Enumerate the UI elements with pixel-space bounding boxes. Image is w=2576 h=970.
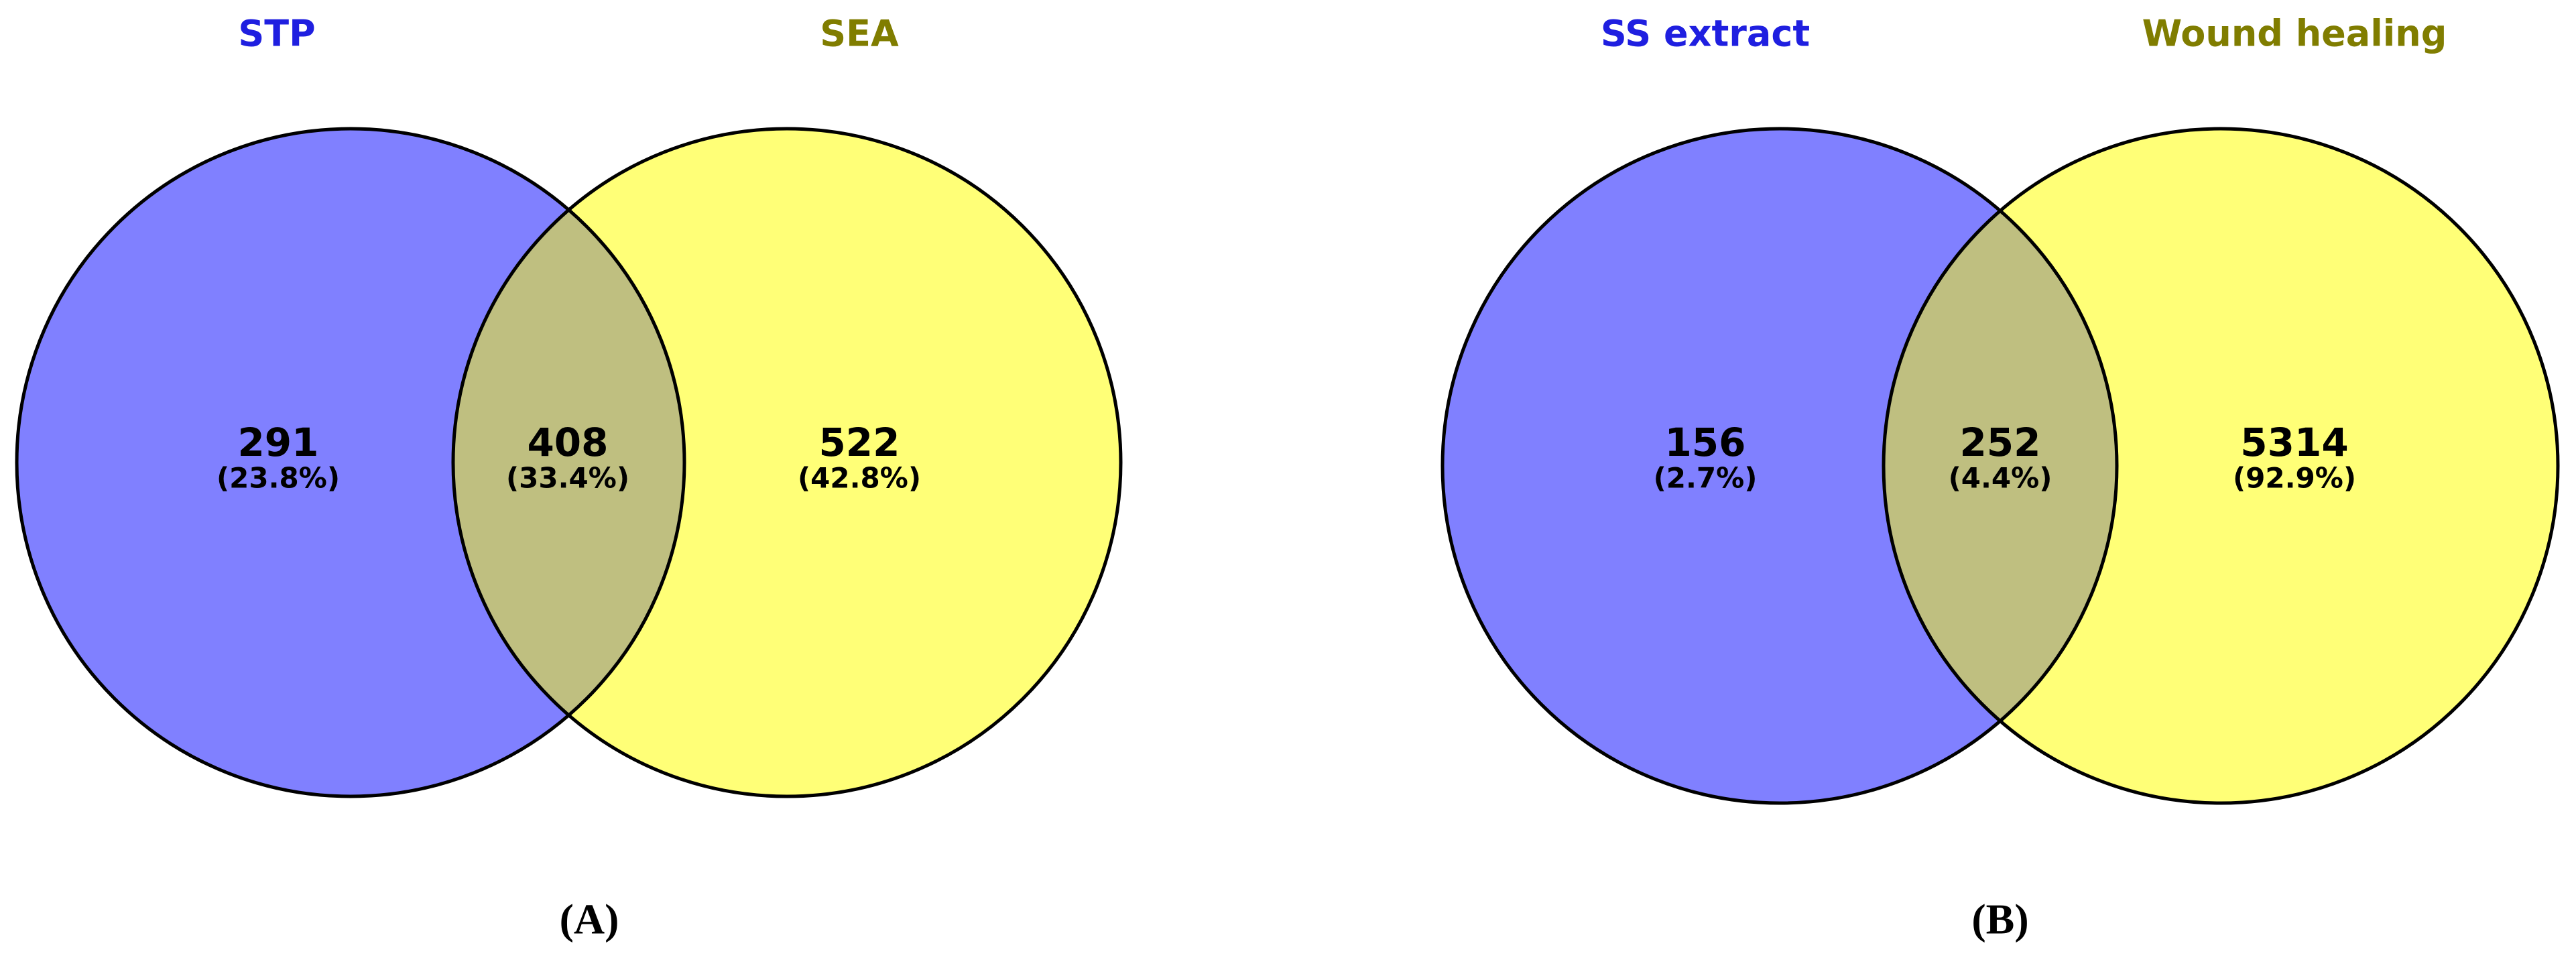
set-title: SS extract — [1601, 13, 1810, 55]
region-count: 408 — [527, 420, 608, 465]
set-outline — [1440, 127, 2119, 805]
set-title: STP — [238, 13, 315, 55]
set-title: SEA — [820, 13, 899, 55]
panel-label: (B) — [1971, 896, 2028, 943]
region-share: (4.4%) — [1949, 462, 2052, 495]
region-count: 522 — [818, 420, 900, 465]
region-count: 252 — [1959, 420, 2040, 465]
region-share: (92.9%) — [2233, 462, 2356, 495]
venn-panel: STP SEA 291(23.8%) 408(33.4%) 522(42.8%) (A) — [15, 13, 1123, 943]
set-outline — [451, 127, 1123, 798]
overlap-region — [1884, 129, 2117, 803]
region-share: (42.8%) — [798, 462, 921, 495]
set-outline — [15, 127, 686, 798]
region-count: 291 — [237, 420, 318, 465]
region-count: 156 — [1664, 420, 1745, 465]
set-title: Wound healing — [2142, 13, 2447, 55]
region-count: 5314 — [2240, 420, 2348, 465]
region-share: (33.4%) — [506, 462, 629, 495]
venn-panel: SS extract Wound healing 156(2.7%) 252(4.4%… — [1440, 13, 2560, 943]
panel-label: (A) — [560, 896, 619, 943]
overlap-region — [453, 129, 684, 796]
region-share: (23.8%) — [217, 462, 340, 495]
set-outline — [1882, 127, 2560, 805]
region-share: (2.7%) — [1654, 462, 1758, 495]
